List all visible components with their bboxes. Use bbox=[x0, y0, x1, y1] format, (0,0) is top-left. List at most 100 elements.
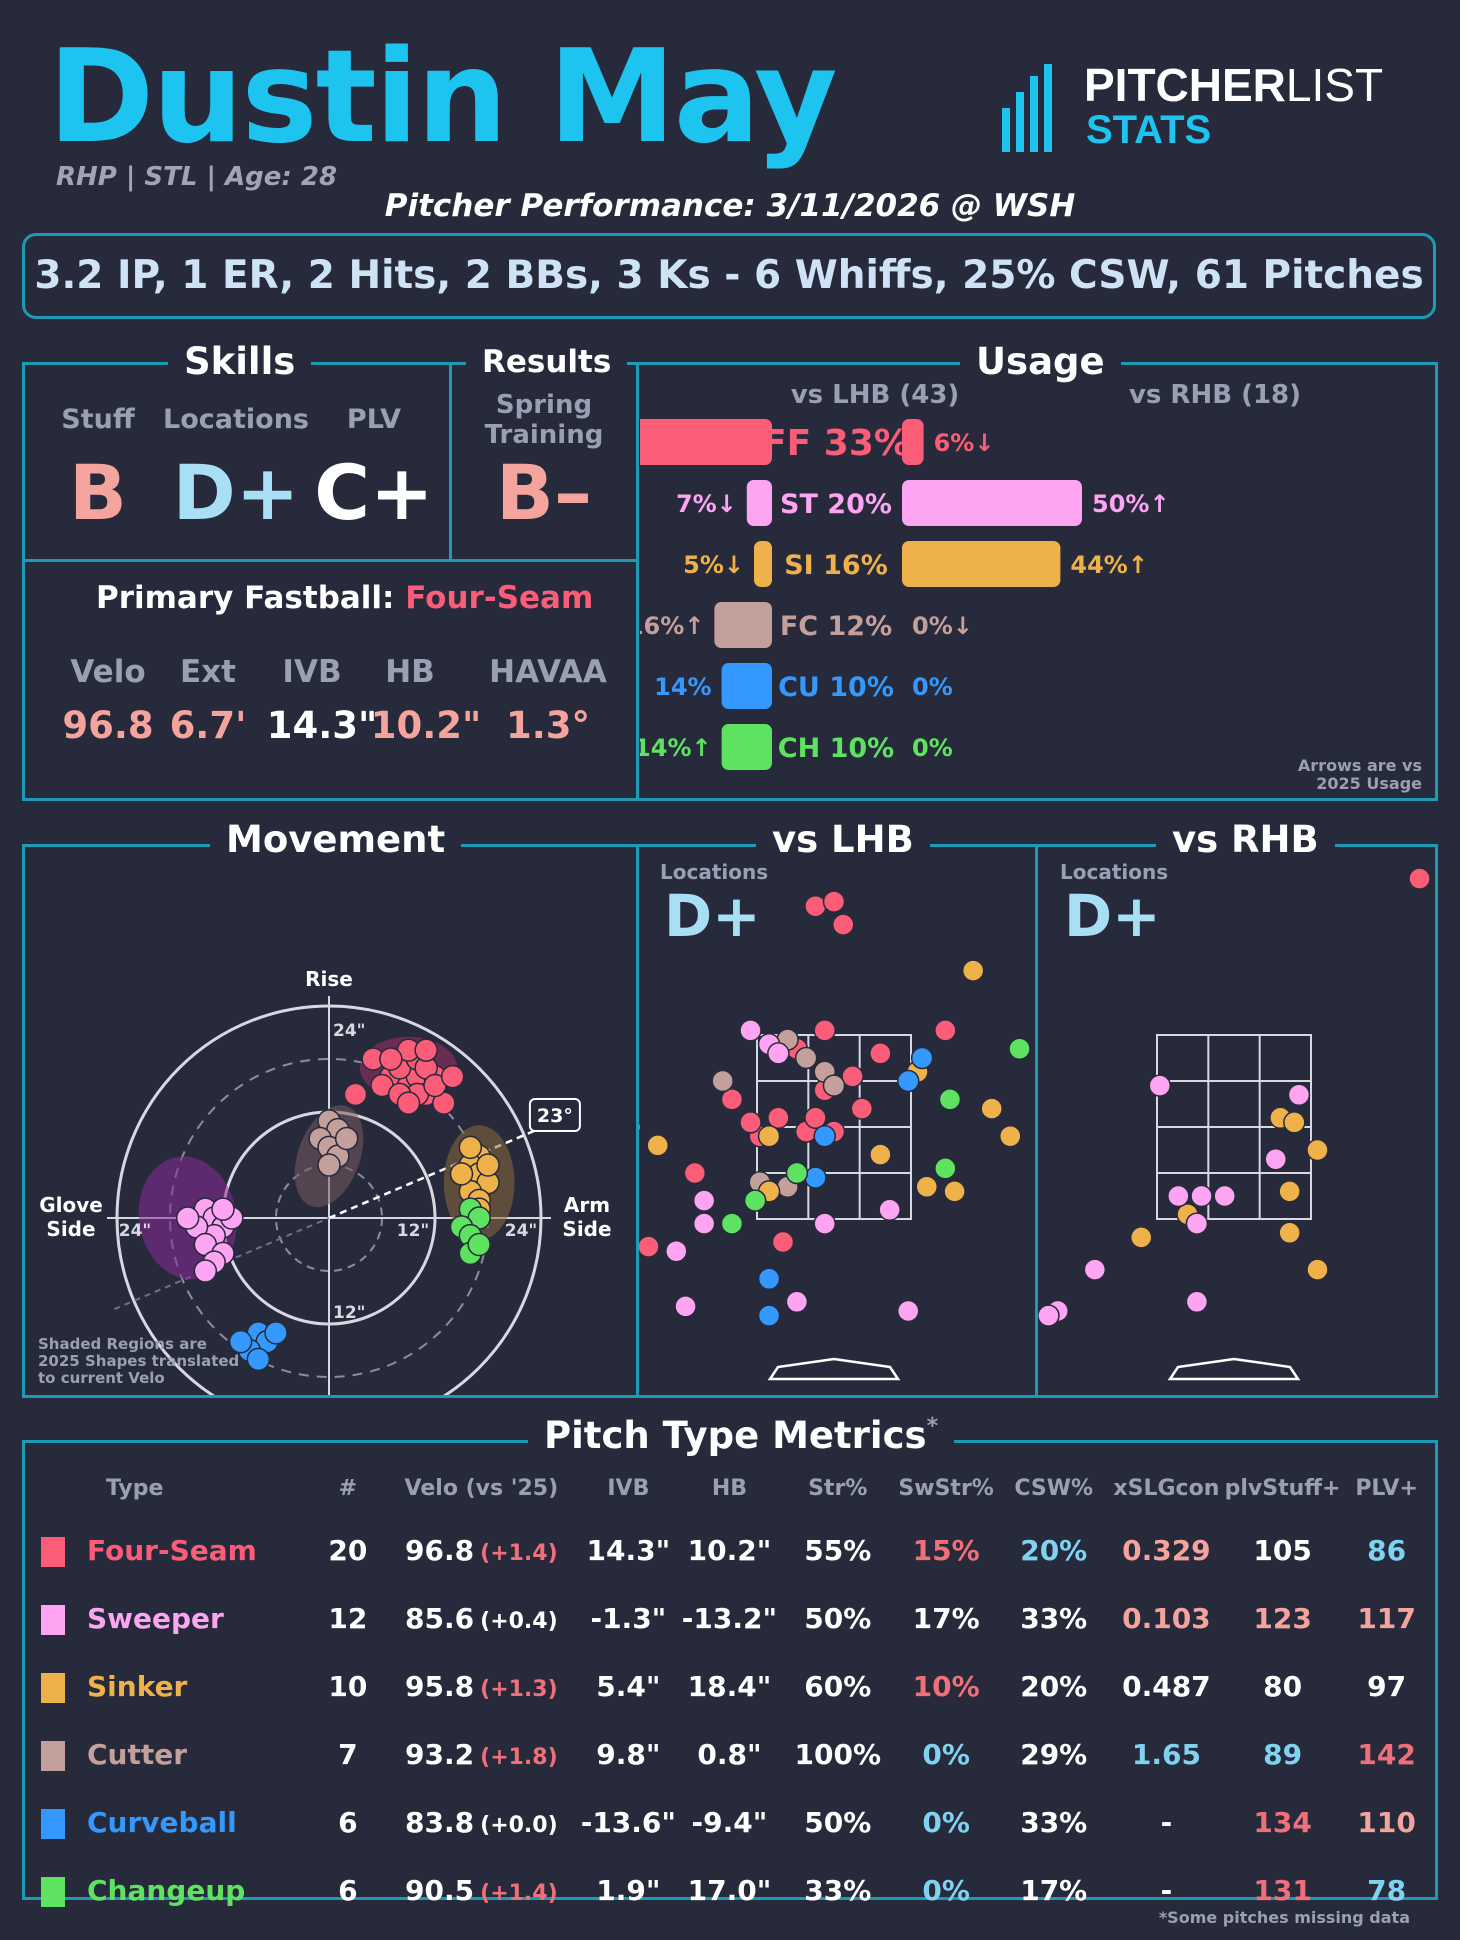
cell-csw: 17% bbox=[1020, 1873, 1088, 1907]
col-velo: Velo (vs '25) bbox=[404, 1475, 559, 1501]
cell-stuff: 80 bbox=[1263, 1669, 1303, 1703]
cell-velo: 95.8 (+1.3) bbox=[385, 1652, 578, 1720]
col-type: Type bbox=[106, 1475, 164, 1501]
cell-str: 50% bbox=[804, 1601, 872, 1635]
velo-delta: (+1.8) bbox=[480, 1744, 558, 1770]
location-point-st bbox=[1083, 1258, 1107, 1281]
location-point-st bbox=[674, 1295, 697, 1318]
usage-bar-lhb-4 bbox=[721, 663, 772, 709]
cell-velo: 90.5 (+1.4) bbox=[385, 1856, 578, 1924]
location-point-st bbox=[1038, 1304, 1060, 1327]
lhb-locations-label: Locations bbox=[660, 860, 769, 884]
cell-stuff: 134 bbox=[1253, 1805, 1312, 1839]
col-xslg: xSLGcon bbox=[1113, 1475, 1220, 1501]
cell-str: 55% bbox=[804, 1533, 872, 1567]
cell-xslg: - bbox=[1160, 1873, 1173, 1907]
location-point-st bbox=[896, 1299, 920, 1323]
location-point-si bbox=[1278, 1221, 1301, 1245]
location-point-ff bbox=[832, 913, 855, 936]
cell-n: 12 bbox=[328, 1601, 368, 1635]
col-ivb: IVB bbox=[607, 1475, 650, 1501]
logo-bars-icon bbox=[1002, 64, 1058, 152]
location-point-cu bbox=[804, 1166, 827, 1189]
col-plv: PLV+ bbox=[1355, 1475, 1418, 1501]
location-point-st bbox=[813, 1212, 836, 1235]
metrics-row-changeup: Changeup 6 90.5 (+1.4) 1.9" 17.0" 33% 0% 17% - 131… bbox=[40, 1856, 1430, 1924]
cell-plv: 86 bbox=[1367, 1533, 1407, 1567]
movement-point-st bbox=[193, 1259, 218, 1283]
usage-lhb-value-4: 14% bbox=[654, 673, 711, 701]
movement-point-fc bbox=[334, 1126, 359, 1151]
velo-delta: (+0.0) bbox=[480, 1812, 558, 1838]
grade-plv: C+ bbox=[314, 448, 434, 537]
movement-point-ff bbox=[343, 1082, 368, 1107]
lhb-location-chart bbox=[639, 890, 1031, 1381]
cell-plv: 110 bbox=[1357, 1805, 1416, 1839]
metrics-header-row: Type # Velo (vs '25) IVB HB Str% SwStr% … bbox=[40, 1460, 1430, 1516]
pitcher-info: RHP | STL | Age: 28 bbox=[56, 162, 338, 192]
metrics-title: Pitch Type Metrics* bbox=[528, 1414, 955, 1457]
pitch-swatch bbox=[41, 1536, 65, 1567]
metrics-footnote: *Some pitches missing data bbox=[1158, 1908, 1410, 1927]
location-point-ff bbox=[639, 1235, 660, 1258]
results-label-line1: Spring bbox=[495, 390, 593, 420]
cell-swstr: 17% bbox=[912, 1601, 980, 1635]
cell-ivb: 9.8" bbox=[596, 1737, 661, 1771]
logo-text-light: LIST bbox=[1285, 59, 1384, 111]
results-title: Results bbox=[466, 344, 628, 380]
usage-note-line2: 2025 Usage bbox=[1316, 774, 1422, 793]
cell-csw: 20% bbox=[1020, 1533, 1088, 1567]
location-point-ff bbox=[822, 890, 846, 913]
location-point-st bbox=[1264, 1147, 1287, 1171]
pitch-swatch bbox=[41, 1604, 65, 1635]
cell-velo: 93.2 (+1.8) bbox=[385, 1720, 578, 1788]
pitch-swatch bbox=[41, 1808, 65, 1839]
pitch-type-label: Changeup bbox=[87, 1873, 246, 1907]
pitch-swatch bbox=[41, 1876, 65, 1907]
metrics-title-mark: * bbox=[926, 1414, 939, 1439]
cell-xslg: - bbox=[1160, 1805, 1173, 1839]
cell-type: Four-Seam bbox=[40, 1516, 311, 1584]
velo-value: 93.2 bbox=[405, 1737, 475, 1771]
tick-left-24: 24" bbox=[119, 1221, 152, 1241]
usage-rhb-header: vs RHB (18) bbox=[1128, 380, 1302, 410]
usage-rhb-value-0: 6%↓ bbox=[934, 429, 995, 457]
col-swstr: SwStr% bbox=[898, 1475, 994, 1501]
usage-rhb-value-1: 50%↑ bbox=[1092, 490, 1170, 518]
skills-title: Skills bbox=[168, 340, 312, 383]
movement-note-line2: 2025 Shapes translated bbox=[38, 1352, 240, 1370]
pitch-type-label: Four-Seam bbox=[87, 1533, 257, 1567]
cell-stuff: 89 bbox=[1263, 1737, 1303, 1771]
rhb-locations-grade: D+ bbox=[1064, 882, 1161, 950]
velo-delta: (+1.3) bbox=[480, 1676, 558, 1702]
cell-stuff: 131 bbox=[1253, 1873, 1312, 1907]
location-point-st bbox=[739, 1019, 762, 1042]
movement-point-fc bbox=[317, 1153, 341, 1177]
usage-lhb-value-3: 16%↑ bbox=[640, 612, 704, 640]
usage-label-3: FC 12% bbox=[780, 611, 892, 642]
movement-point-cu bbox=[264, 1321, 288, 1345]
metrics-row-sinker: Sinker 10 95.8 (+1.3) 5.4" 18.4" 60% 10% 20% 0.48… bbox=[40, 1652, 1430, 1720]
cell-xslg: 0.487 bbox=[1122, 1669, 1211, 1703]
logo-text-bold: PITCHER bbox=[1084, 59, 1286, 111]
usage-rhb-value-5: 0% bbox=[912, 734, 953, 762]
fb-value-hb: 10.2" bbox=[370, 704, 482, 747]
location-point-ff bbox=[850, 1097, 874, 1120]
velo-delta: (+0.4) bbox=[480, 1608, 558, 1634]
movement-point-si bbox=[476, 1153, 500, 1177]
cell-type: Sinker bbox=[40, 1652, 311, 1720]
fastball-pitch-name: Four-Seam bbox=[405, 580, 594, 616]
fb-label-ext: Ext bbox=[180, 654, 236, 690]
location-point-ff bbox=[720, 1088, 744, 1111]
location-point-fc bbox=[822, 1074, 846, 1097]
location-point-st bbox=[1287, 1083, 1311, 1107]
cell-swstr: 15% bbox=[912, 1533, 980, 1567]
location-point-ff bbox=[934, 1019, 957, 1042]
cell-hb: 17.0" bbox=[687, 1873, 772, 1907]
cell-str: 33% bbox=[804, 1873, 872, 1907]
usage-bar-rhb-0 bbox=[902, 419, 924, 465]
location-point-ff bbox=[804, 894, 827, 918]
pitch-swatch bbox=[41, 1672, 65, 1703]
location-point-st bbox=[692, 1189, 716, 1212]
rhb-locations-label: Locations bbox=[1060, 860, 1169, 884]
